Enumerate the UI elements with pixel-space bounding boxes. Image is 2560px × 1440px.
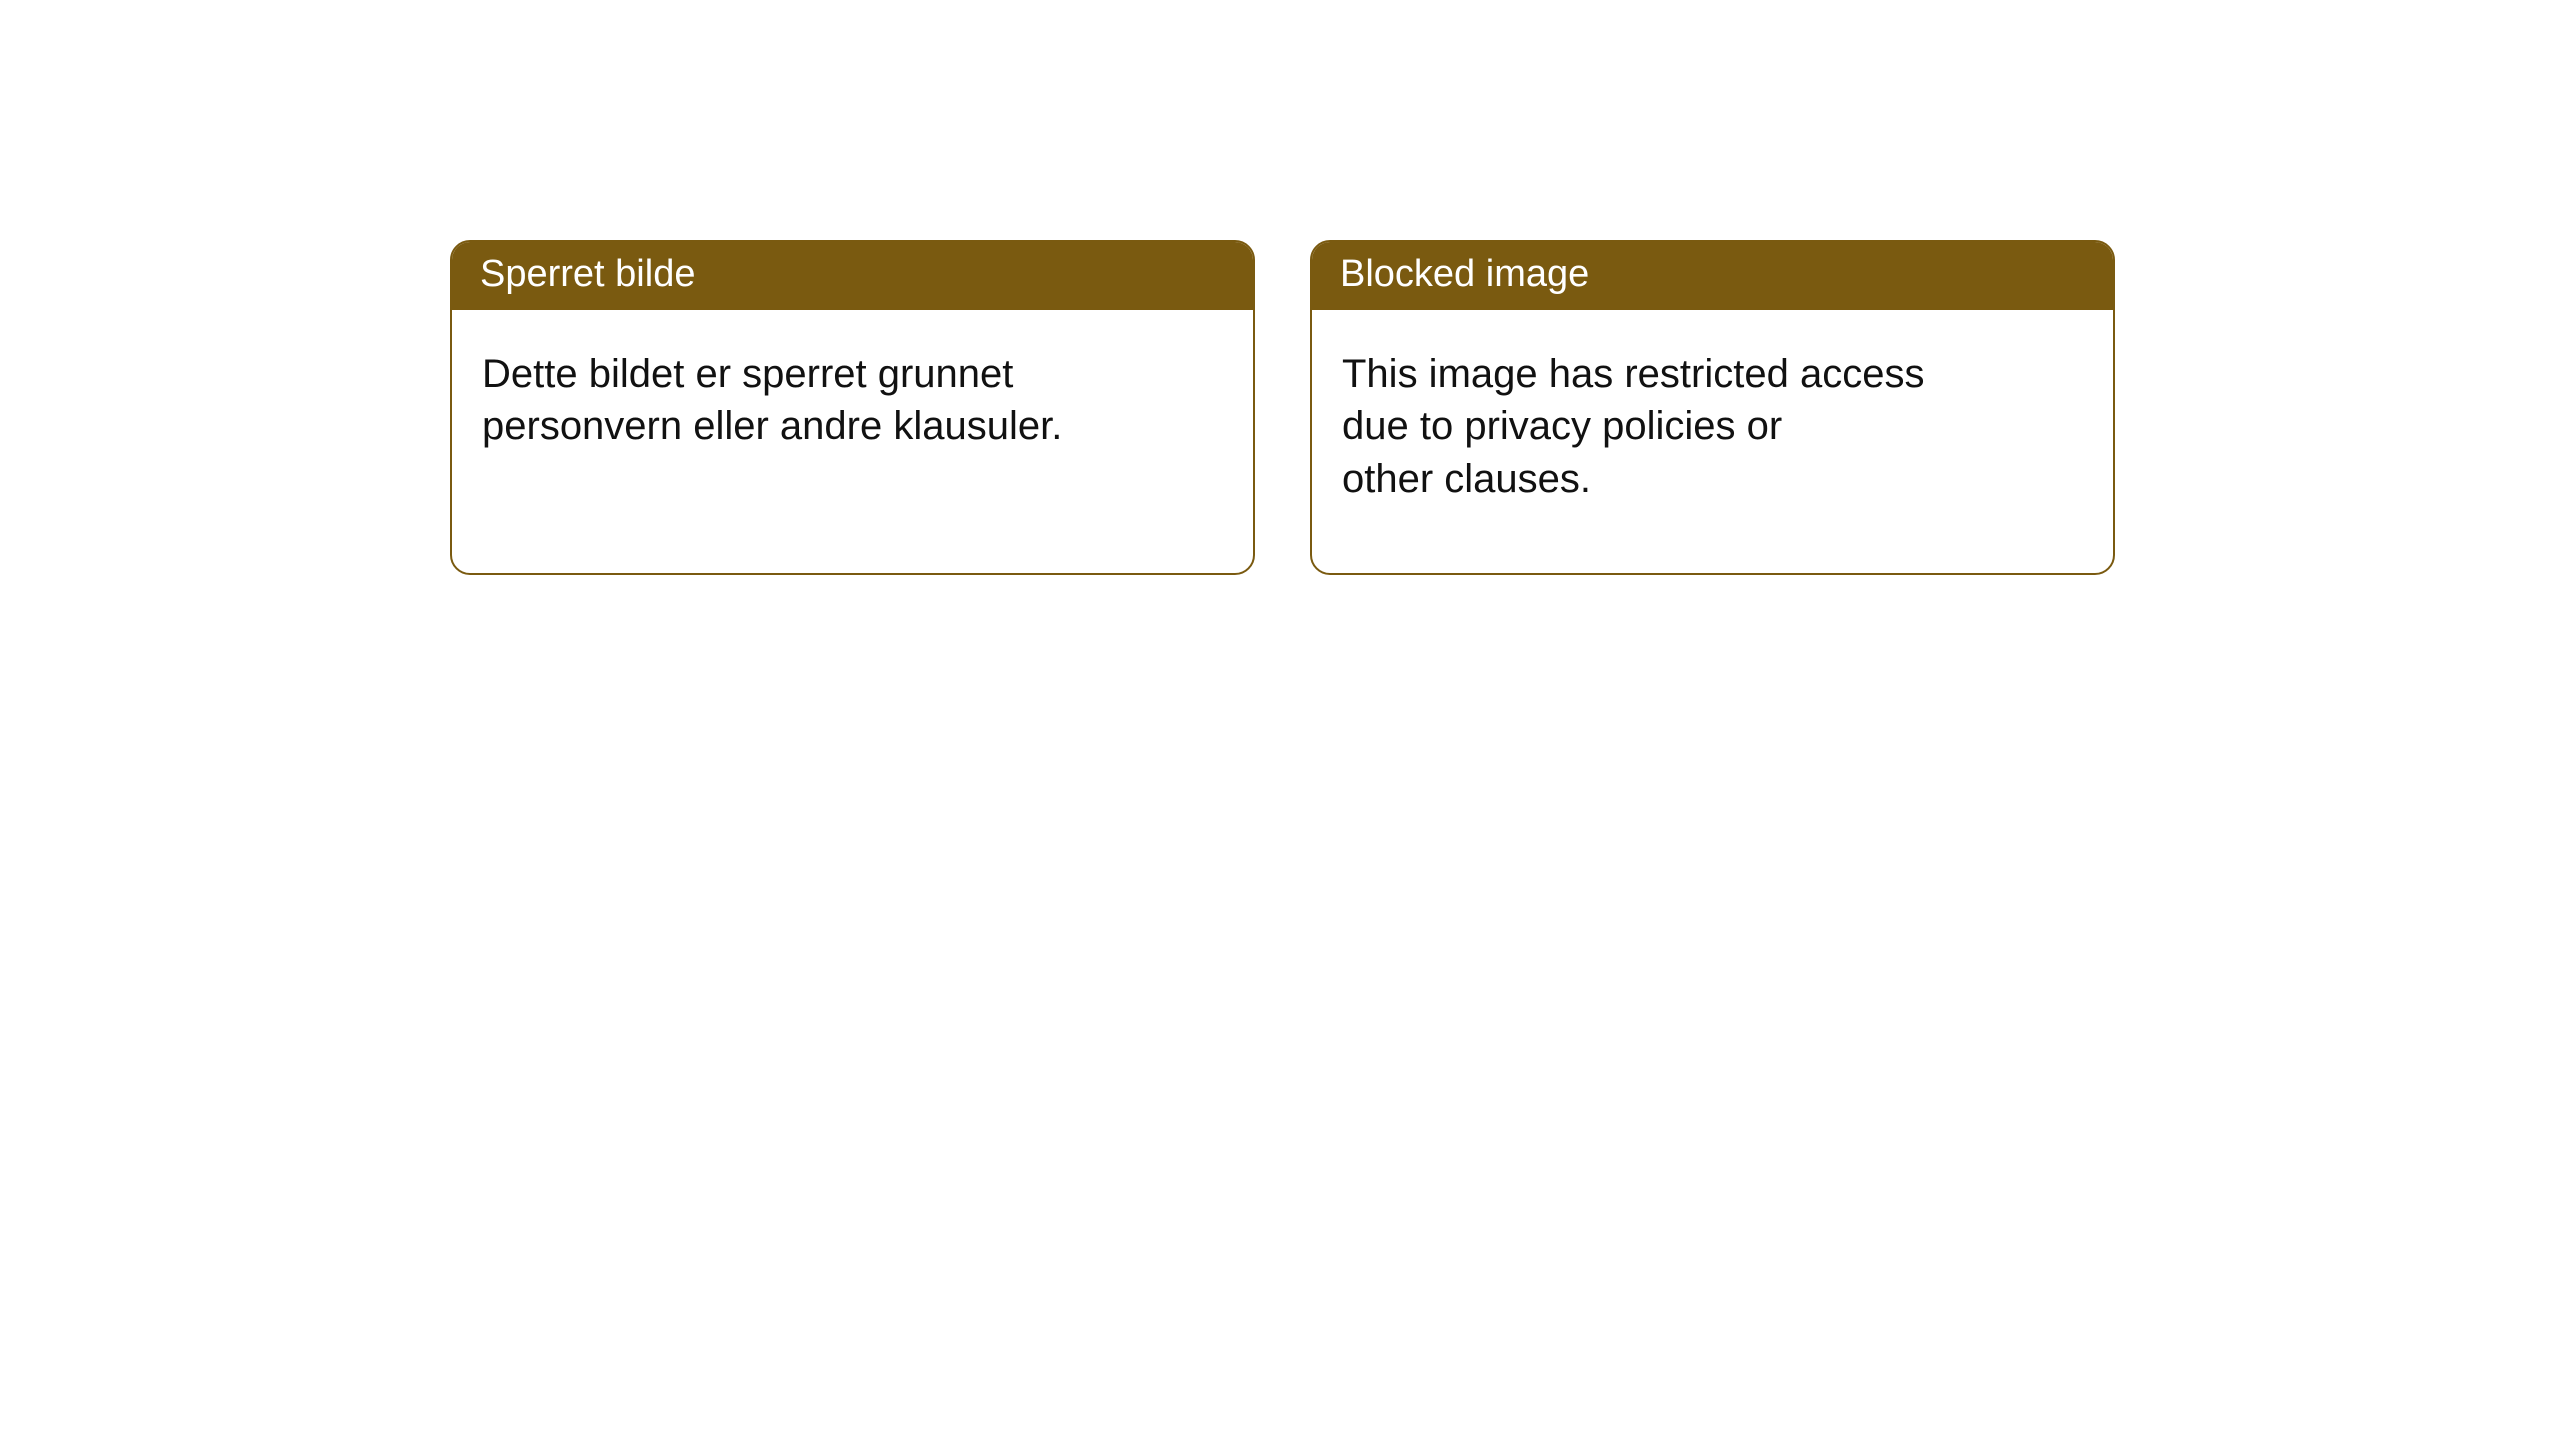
card-title: Sperret bilde	[452, 242, 1253, 310]
notice-cards-row: Sperret bilde Dette bildet er sperret gr…	[0, 0, 2560, 575]
card-body-text: Dette bildet er sperret grunnet personve…	[452, 310, 1132, 484]
card-title: Blocked image	[1312, 242, 2113, 310]
blocked-image-card-no: Sperret bilde Dette bildet er sperret gr…	[450, 240, 1255, 575]
blocked-image-card-en: Blocked image This image has restricted …	[1310, 240, 2115, 575]
card-body-text: This image has restricted access due to …	[1312, 310, 1992, 536]
